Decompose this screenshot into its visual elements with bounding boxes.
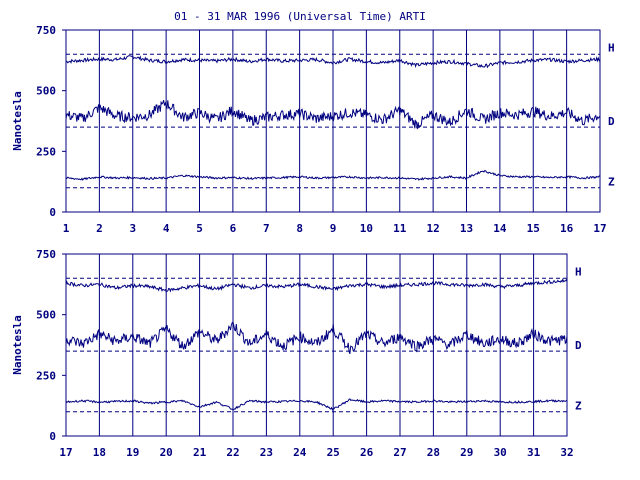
x-tick-label: 31 (527, 446, 541, 459)
series-line-z (65, 169, 600, 181)
x-tick-label: 17 (59, 446, 72, 459)
series-label-h: H (608, 41, 615, 54)
x-tick-label: 17 (593, 222, 606, 235)
x-tick-label: 12 (427, 222, 440, 235)
y-tick-label: 500 (36, 309, 56, 322)
series-label-d: D (575, 339, 582, 352)
y-tick-label: 250 (36, 369, 56, 382)
figure-title: 01 - 31 MAR 1996 (Universal Time) ARTI (174, 10, 426, 23)
series-line-d (65, 321, 568, 354)
series-line-h (65, 55, 601, 69)
x-tick-label: 6 (230, 222, 237, 235)
x-tick-label: 2 (96, 222, 103, 235)
series-line-z (65, 398, 568, 411)
x-tick-label: 27 (393, 446, 406, 459)
x-tick-label: 15 (527, 222, 540, 235)
x-tick-label: 20 (160, 446, 173, 459)
y-tick-label: 750 (36, 24, 56, 37)
y-tick-label: 750 (36, 248, 56, 261)
x-tick-label: 28 (427, 446, 440, 459)
x-tick-label: 3 (129, 222, 136, 235)
x-tick-label: 23 (260, 446, 273, 459)
series-label-z: Z (575, 400, 582, 413)
x-tick-label: 13 (460, 222, 473, 235)
x-tick-label: 26 (360, 446, 374, 459)
x-tick-label: 11 (393, 222, 407, 235)
chart-panel-2: 17 18 19 20 21 22 23 24 25 26 27 28 29 30 31 32 0 250 500 7… (11, 248, 582, 459)
chart-panels: 1 2 3 4 5 6 7 8 9 10 11 12 13 14 15 16 170250500750Nanot… (11, 24, 615, 459)
x-tick-label: 25 (327, 446, 340, 459)
x-tick-label: 19 (126, 446, 139, 459)
y-axis-label: Nanotesla (11, 315, 24, 375)
y-tick-label: 250 (36, 145, 56, 158)
x-tick-label: 5 (196, 222, 203, 235)
x-tick-label: 21 (193, 446, 207, 459)
y-axis-label: Nanotesla (11, 91, 24, 151)
x-tick-label: 7 (263, 222, 270, 235)
x-tick-label: 4 (163, 222, 170, 235)
y-tick-label: 0 (49, 206, 56, 219)
x-tick-label: 24 (293, 446, 307, 459)
x-tick-label: 16 (560, 222, 574, 235)
x-tick-label: 22 (226, 446, 239, 459)
chart-panel-1: 1 2 3 4 5 6 7 8 9 10 11 12 13 14 15 16 170250500750Nanot… (11, 24, 615, 235)
series-label-z: Z (608, 176, 615, 189)
x-tick-label: 32 (560, 446, 573, 459)
series-line-h (65, 277, 568, 293)
series-label-h: H (575, 265, 582, 278)
x-tick-label: 29 (460, 446, 473, 459)
x-tick-label: 18 (93, 446, 106, 459)
y-tick-label: 0 (49, 430, 56, 443)
x-tick-label: 1 (63, 222, 70, 235)
x-tick-label: 10 (360, 222, 373, 235)
x-tick-label: 9 (330, 222, 337, 235)
y-tick-label: 500 (36, 85, 56, 98)
series-label-d: D (608, 115, 615, 128)
x-tick-label: 14 (493, 222, 507, 235)
x-tick-label: 30 (494, 446, 507, 459)
x-tick-label: 8 (296, 222, 303, 235)
series-line-d (65, 100, 601, 130)
plot-frame (65, 253, 568, 437)
